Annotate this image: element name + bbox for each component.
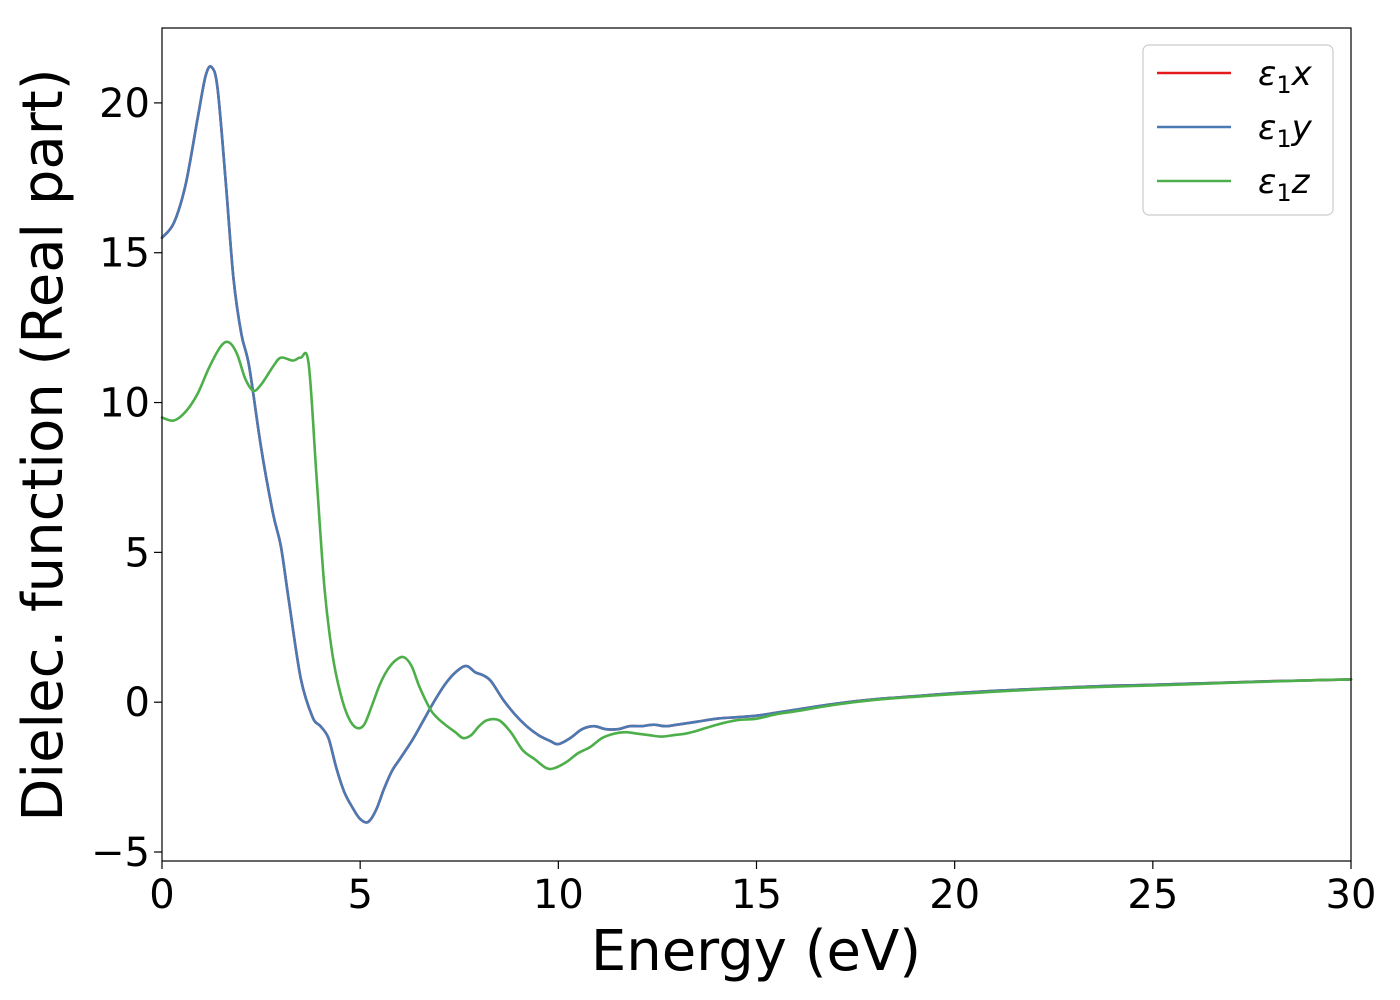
- y-tick-label: 0: [125, 680, 150, 726]
- series-lines: [160, 65, 1353, 824]
- plot-area: [160, 65, 1353, 824]
- x-tick-label: 0: [149, 872, 174, 918]
- y-axis-ticks: −5 0 5 10 15 20: [91, 81, 162, 876]
- y-tick-label: 15: [99, 231, 150, 277]
- x-tick-label: 15: [731, 872, 782, 918]
- x-tick-label: 30: [1326, 872, 1377, 918]
- x-tick-label: 20: [929, 872, 980, 918]
- y-tick-label: 20: [99, 81, 150, 127]
- y-tick-label: 5: [125, 530, 150, 576]
- legend-label-y: ε1y: [1258, 108, 1313, 153]
- legend: ε1x ε1y ε1z: [1142, 44, 1334, 216]
- x-axis-title: Energy (eV): [591, 919, 921, 984]
- y-tick-label: 10: [99, 381, 150, 427]
- x-axis-ticks: 0 5 10 15 20 25 30: [149, 861, 1376, 918]
- y-tick-label: −5: [91, 830, 150, 876]
- series-line-z: [160, 340, 1353, 771]
- y-axis-title: Dielec. function (Real part): [11, 68, 76, 821]
- legend-entries: ε1x ε1y ε1z: [1157, 54, 1313, 207]
- x-tick-label: 10: [533, 872, 584, 918]
- legend-label-z: ε1z: [1258, 162, 1311, 207]
- legend-box: [1142, 44, 1334, 216]
- x-tick-label: 5: [347, 872, 372, 918]
- legend-label-x: ε1x: [1258, 54, 1313, 99]
- x-tick-label: 25: [1127, 872, 1178, 918]
